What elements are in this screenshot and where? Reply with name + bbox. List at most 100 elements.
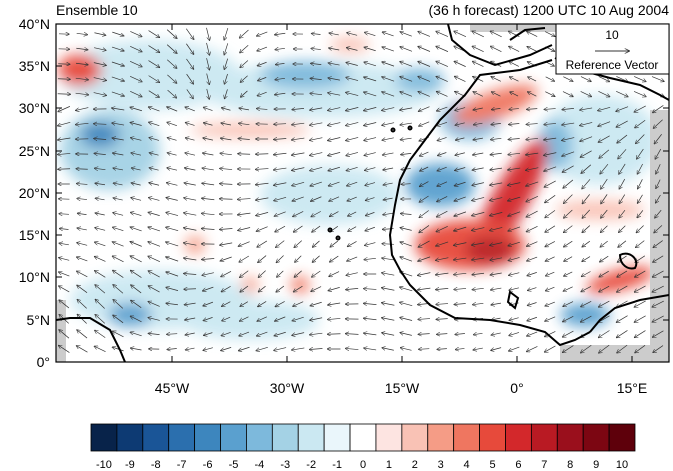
wind-vector: [455, 333, 465, 334]
wind-vector: [436, 273, 449, 275]
colorbar-swatch: [479, 423, 506, 452]
wind-vector: [94, 346, 106, 352]
wind-vector: [184, 258, 197, 260]
wind-vector: [436, 31, 449, 37]
wind-vector: [148, 302, 160, 307]
wind-vector: [526, 138, 539, 139]
wind-vector: [400, 348, 412, 351]
wind-vector: [653, 345, 664, 353]
wind-vector: [508, 138, 520, 139]
wind-vector: [619, 178, 626, 189]
wind-vector: [224, 43, 229, 54]
wind-vector: [582, 256, 591, 262]
wind-vector: [600, 255, 609, 262]
lat-label-25n: 25°N: [19, 143, 50, 159]
wind-vector: [274, 331, 286, 335]
wind-vector: [292, 167, 305, 171]
wind-vector: [383, 213, 394, 215]
wind-vector: [364, 333, 377, 335]
wind-vector: [365, 242, 376, 246]
wind-vector: [76, 33, 88, 34]
wind-vector: [652, 285, 664, 292]
wind-vector: [364, 62, 377, 67]
wind-vector: [653, 240, 663, 248]
wind-vector: [455, 153, 465, 156]
wind-vector: [330, 240, 339, 247]
wind-vector: [456, 138, 465, 140]
wind-vector: [619, 194, 626, 204]
wind-vector: [93, 77, 107, 81]
wind-vector: [418, 334, 430, 335]
wind-vector: [599, 270, 609, 277]
wind-vector: [202, 168, 214, 170]
wind-vector: [328, 181, 340, 186]
wind-vector: [185, 123, 195, 126]
wind-vector: [656, 179, 661, 189]
wind-vector: [310, 108, 323, 110]
wind-vector: [564, 256, 573, 262]
wind-vector: [544, 31, 555, 37]
colorbar: -10 -9 -8 -7 -6 -5 -4 -3 -2 -1 0 1 2 3 4 5 6 7 8 9 10: [90, 423, 636, 471]
wind-vector: [328, 166, 340, 171]
wind-vector: [382, 107, 395, 111]
wind-vector: [257, 316, 267, 321]
wind-vector: [508, 211, 521, 216]
wind-vector: [400, 138, 412, 140]
wind-vector: [257, 46, 268, 51]
wind-vector: [582, 209, 591, 218]
wind-vector: [202, 183, 215, 185]
wind-vector: [472, 168, 484, 170]
wind-vector: [509, 332, 520, 335]
wind-vector: [616, 106, 629, 112]
wind-vector: [328, 303, 341, 305]
wind-vector: [564, 225, 573, 233]
wind-vector: [311, 286, 322, 292]
wind-vector: [275, 33, 286, 34]
wind-vector: [418, 256, 431, 261]
wind-vector: [58, 138, 71, 140]
wind-vector: [365, 167, 376, 171]
wind-vector: [130, 242, 142, 247]
wind-vector: [148, 30, 160, 38]
wind-vector: [111, 61, 124, 66]
wind-vector: [616, 315, 628, 323]
wind-vector: [113, 198, 123, 200]
wind-vector: [617, 270, 628, 277]
wind-vector: [455, 123, 465, 125]
wind-vector: [563, 286, 573, 291]
wind-vector: [256, 212, 269, 215]
wind-vector: [185, 348, 195, 350]
wind-vector: [400, 287, 413, 292]
wind-vector: [400, 77, 413, 82]
wind-vector: [454, 304, 466, 305]
wind-vector: [600, 240, 608, 247]
wind-vector: [653, 330, 664, 337]
wind-vector: [113, 270, 124, 278]
wind-vector: [528, 77, 537, 82]
wind-vector: [364, 258, 376, 259]
wind-vector: [148, 318, 160, 321]
wind-vector: [186, 89, 193, 98]
colorbar-label: -7: [177, 459, 187, 471]
wind-vector: [131, 285, 142, 294]
wind-vector: [184, 243, 197, 246]
wind-vector: [59, 258, 70, 261]
wind-vector: [546, 271, 555, 276]
wind-vector: [581, 300, 592, 306]
wind-vector: [420, 151, 429, 156]
wind-vector: [222, 108, 231, 110]
colorbar-swatch: [194, 423, 221, 452]
wind-vector: [418, 92, 430, 97]
wind-vector: [310, 122, 323, 125]
wind-vector: [545, 91, 554, 97]
wind-vector: [420, 181, 429, 187]
wind-vector: [419, 210, 429, 218]
wind-vector: [364, 348, 377, 350]
wind-vector: [528, 92, 537, 97]
wind-vector: [292, 153, 305, 155]
wind-vector: [294, 285, 303, 292]
wind-vector: [654, 225, 663, 232]
wind-vector: [635, 270, 646, 277]
wind-vector: [509, 318, 519, 321]
wind-vector: [508, 226, 521, 231]
